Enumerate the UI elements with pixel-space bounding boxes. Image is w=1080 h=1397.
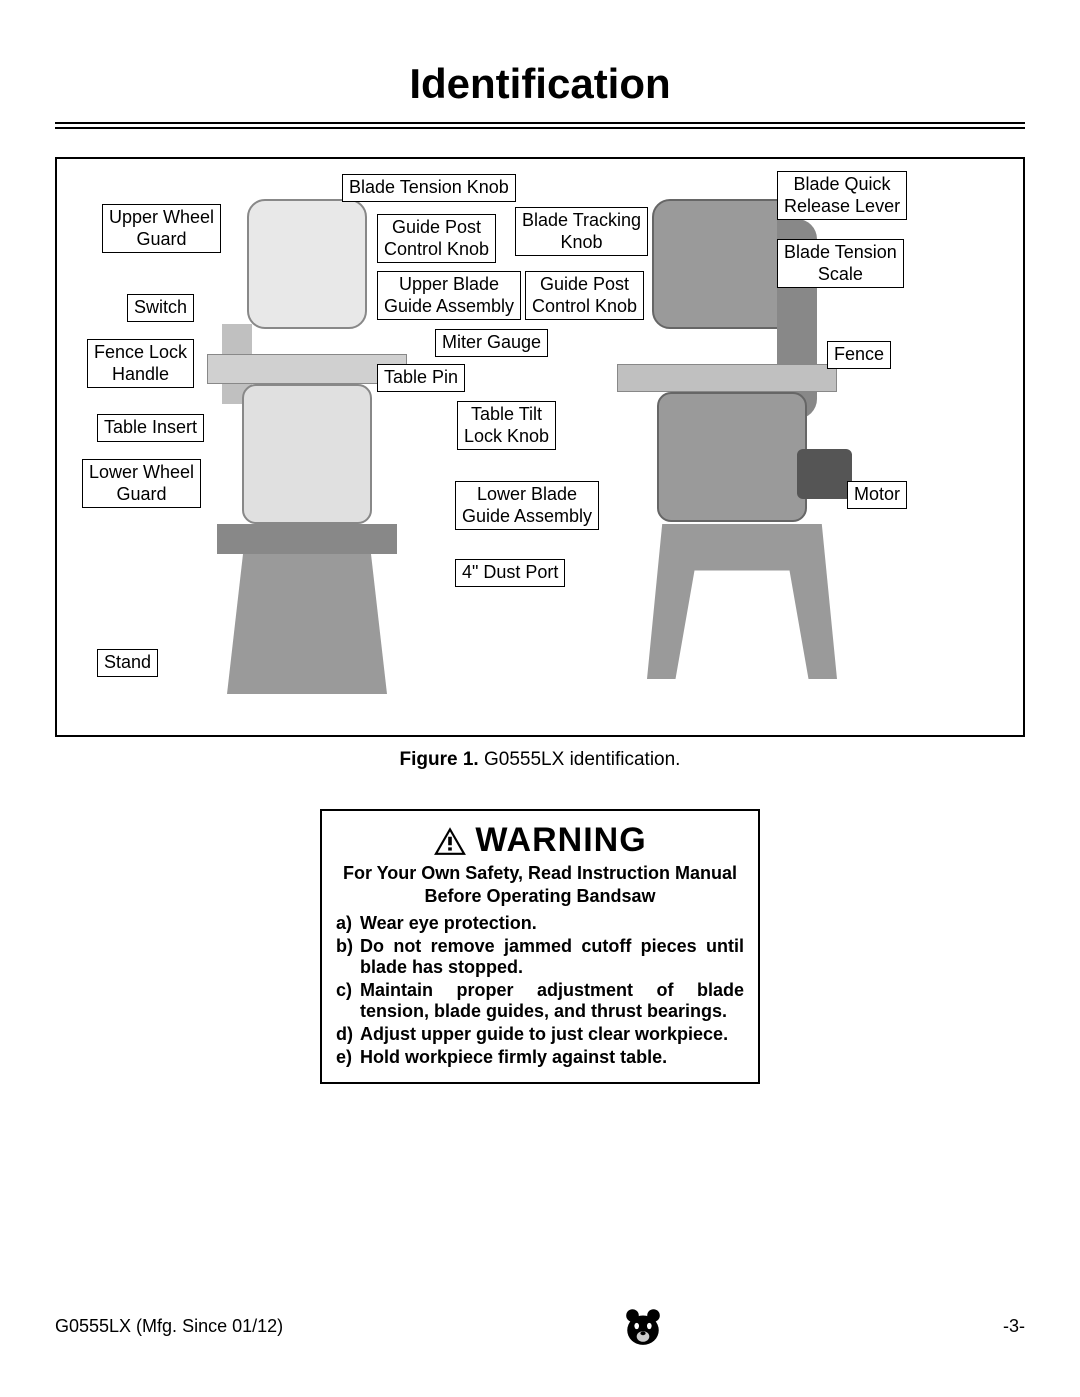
warning-item: b)Do not remove jammed cutoff pieces unt… — [336, 936, 744, 978]
warning-item-text: Do not remove jammed cutoff pieces until… — [360, 936, 744, 978]
label-fence-lock-handle: Fence Lock Handle — [87, 339, 194, 388]
label-miter-gauge: Miter Gauge — [435, 329, 548, 357]
warning-box: WARNING For Your Own Safety, Read Instru… — [320, 809, 760, 1084]
label-blade-quick-release: Blade Quick Release Lever — [777, 171, 907, 220]
caption-bold: Figure 1. — [400, 749, 479, 770]
warning-item-label: d) — [336, 1024, 360, 1045]
left-machine-stand-top — [217, 524, 397, 554]
page-title: Identification — [55, 60, 1025, 108]
label-table-tilt-lock-knob: Table Tilt Lock Knob — [457, 401, 556, 450]
warning-title: WARNING — [475, 821, 646, 860]
left-machine-stand — [227, 554, 387, 694]
label-lower-blade-guide: Lower Blade Guide Assembly — [455, 481, 599, 530]
right-machine-stand — [647, 524, 837, 679]
caption-text: G0555LX identification. — [479, 749, 681, 770]
label-fence: Fence — [827, 341, 891, 369]
warning-item: c)Maintain proper adjustment of blade te… — [336, 980, 744, 1022]
label-guide-post-control-knob: Guide Post Control Knob — [377, 214, 496, 263]
label-stand: Stand — [97, 649, 158, 677]
label-blade-tension-knob: Blade Tension Knob — [342, 174, 516, 202]
label-dust-port: 4" Dust Port — [455, 559, 565, 587]
bear-logo-icon — [622, 1305, 664, 1347]
warning-intro: For Your Own Safety, Read Instruction Ma… — [336, 862, 744, 907]
left-machine-lower — [242, 384, 372, 524]
right-machine-motor — [797, 449, 852, 499]
warning-item: d)Adjust upper guide to just clear workp… — [336, 1024, 744, 1045]
warning-icon — [433, 826, 467, 856]
warning-item-label: c) — [336, 980, 360, 1022]
label-blade-tension-scale: Blade Tension Scale — [777, 239, 904, 288]
right-machine-table — [617, 364, 837, 392]
label-switch: Switch — [127, 294, 194, 322]
figure-caption: Figure 1. G0555LX identification. — [55, 749, 1025, 771]
label-motor: Motor — [847, 481, 907, 509]
warning-item: a)Wear eye protection. — [336, 913, 744, 934]
label-upper-blade-guide: Upper Blade Guide Assembly — [377, 271, 521, 320]
left-machine-upper — [247, 199, 367, 329]
warning-item-text: Adjust upper guide to just clear workpie… — [360, 1024, 744, 1045]
warning-item-label: a) — [336, 913, 360, 934]
footer-page-number: -3- — [1003, 1316, 1025, 1337]
warning-item-label: b) — [336, 936, 360, 978]
label-upper-wheel-guard: Upper Wheel Guard — [102, 204, 221, 253]
warning-item: e)Hold workpiece firmly against table. — [336, 1047, 744, 1068]
warning-list: a)Wear eye protection. b)Do not remove j… — [336, 913, 744, 1068]
label-table-insert: Table Insert — [97, 414, 204, 442]
label-guide-post-control-knob-2: Guide Post Control Knob — [525, 271, 644, 320]
identification-figure: Blade Tension Knob Upper Wheel Guard Gui… — [55, 157, 1025, 737]
label-lower-wheel-guard: Lower Wheel Guard — [82, 459, 201, 508]
footer-model: G0555LX (Mfg. Since 01/12) — [55, 1316, 283, 1337]
warning-item-text: Hold workpiece firmly against table. — [360, 1047, 744, 1068]
label-blade-tracking-knob: Blade Tracking Knob — [515, 207, 648, 256]
warning-header: WARNING — [336, 821, 744, 860]
warning-item-text: Wear eye protection. — [360, 913, 744, 934]
right-machine-lower — [657, 392, 807, 522]
warning-item-text: Maintain proper adjustment of blade tens… — [360, 980, 744, 1022]
page-footer: G0555LX (Mfg. Since 01/12) -3- — [55, 1305, 1025, 1347]
label-table-pin: Table Pin — [377, 364, 465, 392]
warning-item-label: e) — [336, 1047, 360, 1068]
title-rule — [55, 122, 1025, 129]
